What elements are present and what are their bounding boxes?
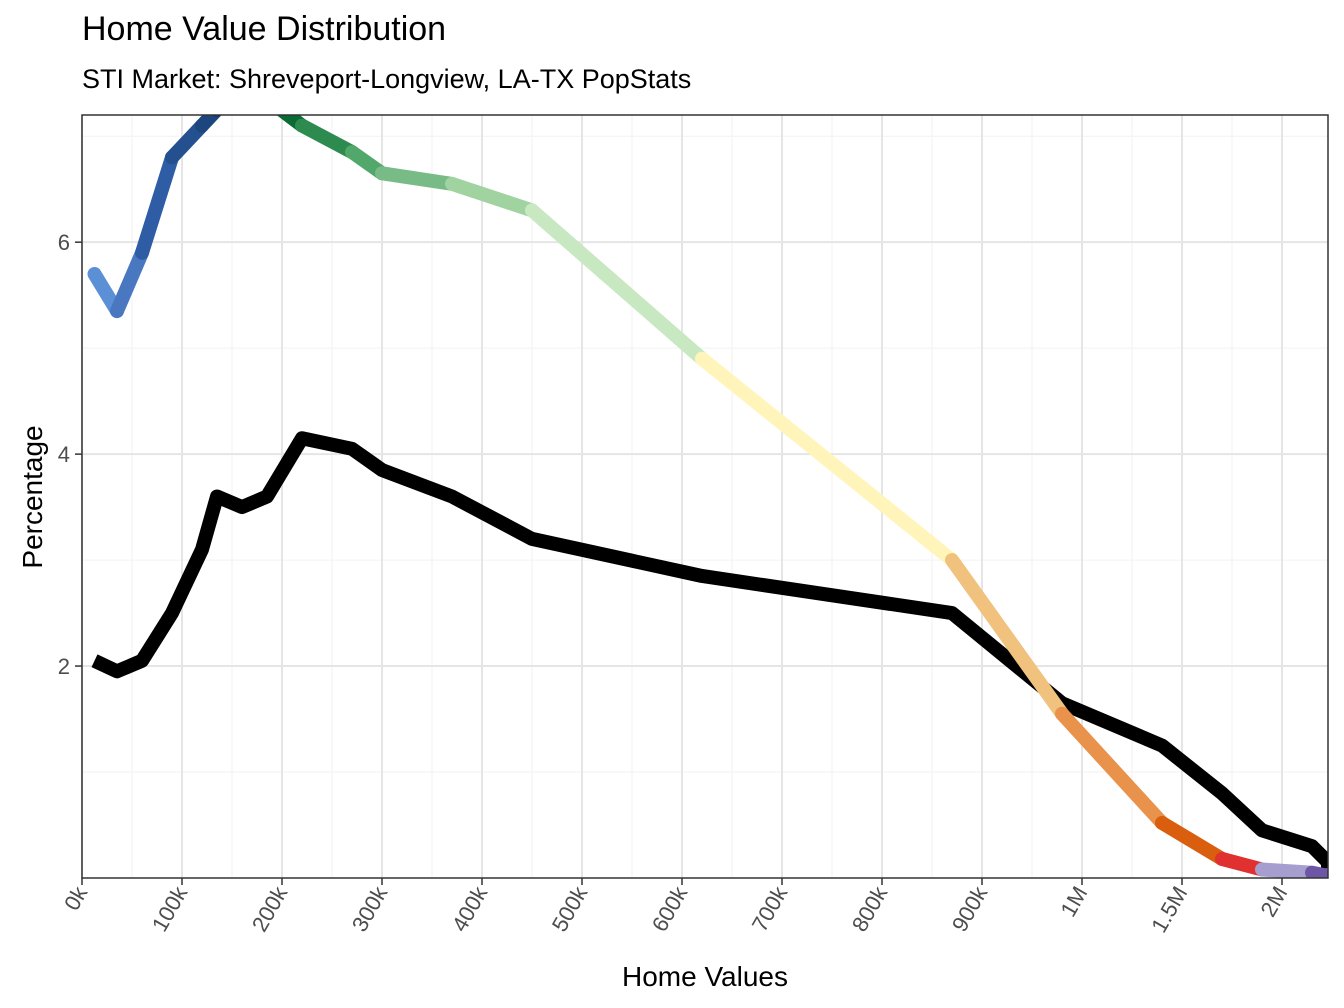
x-axis-ticks: 0k 100k 200k 300k 400k 500k 600k 700k 800k 900k 1M… (59, 878, 1292, 937)
x-tick-label: 600k (647, 881, 693, 936)
series-segment (1155, 815, 1229, 866)
x-axis-title: Home Values (622, 961, 788, 992)
x-tick-label: 400k (447, 881, 493, 936)
chart-title: Home Value Distribution (82, 10, 447, 48)
x-tick-label: 1M (1055, 882, 1092, 921)
data-lines (87, 115, 1328, 878)
series-segment (945, 553, 1069, 721)
x-tick-label: 100k (147, 881, 193, 936)
series-line-black (91, 431, 1328, 873)
plot-border (81, 114, 1329, 879)
series-segment (212, 115, 223, 117)
x-tick-label: 800k (847, 881, 893, 936)
x-tick-label: 200k (247, 881, 293, 936)
series-segment (276, 115, 309, 133)
series-segment (695, 351, 959, 568)
y-axis-ticks: 2 4 6 (58, 230, 82, 679)
x-tick-label: 2M (1255, 882, 1292, 921)
x-tick-label: 0k (59, 881, 93, 914)
series-segment (135, 150, 179, 260)
series-segment (375, 166, 459, 191)
series-segment (525, 203, 709, 366)
y-tick-label: 2 (58, 654, 70, 679)
y-axis-title: Percentage (17, 425, 48, 568)
x-tick-label: 500k (547, 881, 593, 936)
x-tick-label: 300k (347, 881, 393, 936)
x-tick-label: 700k (747, 881, 793, 936)
series-segment (295, 118, 359, 160)
series-segment (1055, 706, 1169, 830)
x-tick-label: 1.5M (1146, 882, 1192, 937)
x-tick-label: 900k (947, 881, 993, 936)
chart-subtitle: STI Market: Shreveport-Longview, LA-TX P… (82, 64, 692, 94)
y-tick-label: 6 (58, 230, 70, 255)
series-segment (1255, 862, 1319, 878)
series-segment (110, 245, 149, 319)
series-segment (165, 118, 209, 165)
series-group (87, 115, 1328, 878)
y-tick-label: 4 (58, 442, 70, 467)
series-segment (195, 115, 222, 133)
series-segment (445, 176, 539, 218)
